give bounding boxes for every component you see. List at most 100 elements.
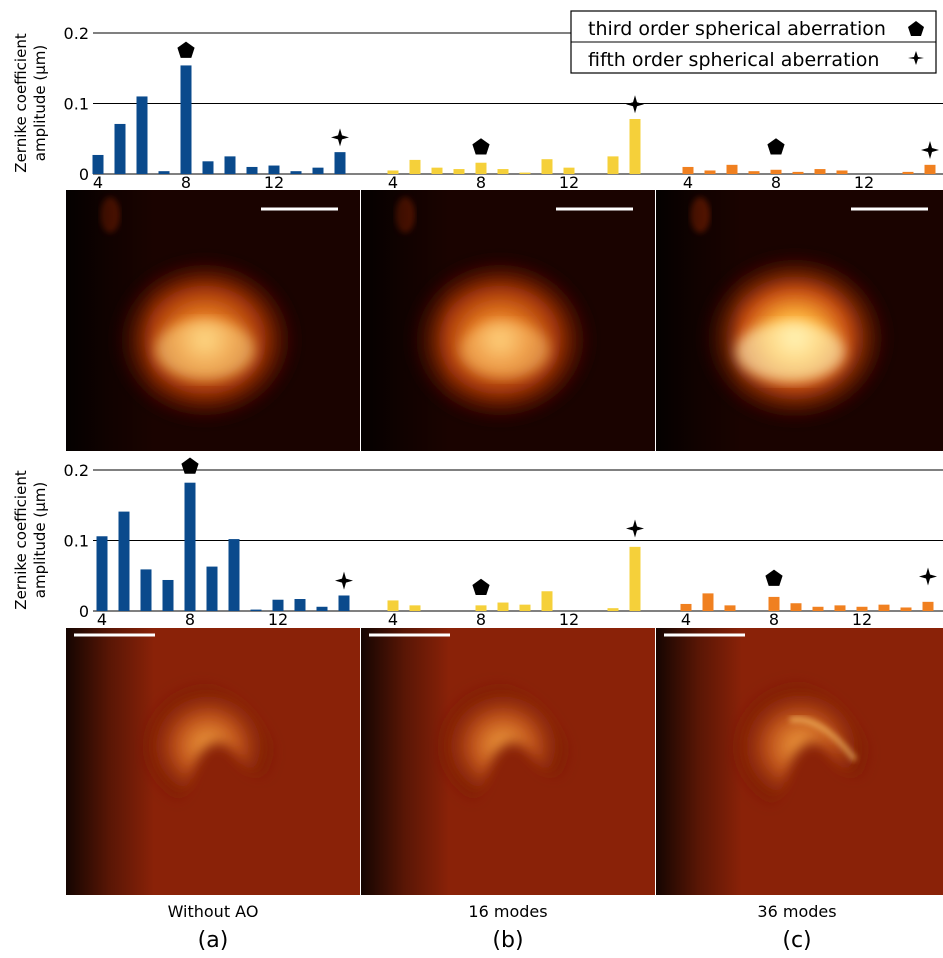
bar [922, 601, 934, 611]
bar [836, 170, 848, 174]
y-tick-label: 0.1 [64, 95, 89, 114]
bar [726, 164, 738, 174]
bar [748, 171, 760, 174]
x-tick-label: 8 [181, 173, 191, 192]
column-label-without-ao: Without AO [167, 902, 259, 921]
legend-item-fifth-order: fifth order spherical aberration [588, 49, 879, 71]
x-tick-label: 8 [771, 173, 781, 192]
image-bottom-without-ao [66, 628, 360, 895]
bar [96, 536, 108, 611]
bar [409, 605, 421, 611]
bar [246, 166, 258, 174]
x-tick-label: 12 [268, 610, 288, 629]
bar [541, 159, 553, 174]
bar [629, 546, 641, 611]
pentagon-marker [767, 138, 785, 155]
bar [409, 159, 421, 174]
bar [607, 608, 619, 611]
bar [629, 119, 641, 174]
x-tick-label: 12 [559, 610, 579, 629]
x-tick-label: 12 [852, 610, 872, 629]
bar [519, 604, 531, 611]
bar [387, 600, 399, 611]
star-marker [919, 567, 937, 586]
image-bottom-16-modes [361, 628, 655, 895]
star-marker [921, 141, 939, 160]
bar [768, 596, 780, 611]
x-tick-label: 12 [854, 173, 874, 192]
pentagon-marker [472, 138, 490, 155]
x-tick-label: 8 [476, 173, 486, 192]
bar [387, 170, 399, 174]
bar [682, 166, 694, 174]
bar [316, 606, 328, 611]
bar [878, 604, 890, 611]
bar [563, 167, 575, 174]
bar [792, 171, 804, 174]
bar [334, 152, 346, 174]
star-marker [626, 519, 644, 538]
bar [290, 171, 302, 174]
pentagon-marker [177, 41, 195, 58]
chart-bottom: 0 0.1 0.2 Zernike coefficientamplitude (μm)… [12, 457, 943, 629]
bar [704, 170, 716, 174]
x-tick-label: 12 [559, 173, 579, 192]
bar [680, 603, 692, 611]
bar [924, 164, 936, 174]
bar [272, 599, 284, 611]
y-axis-label: Zernike coefficientamplitude (μm) [12, 470, 49, 610]
y-axis-label: Zernike coefficientamplitude (μm) [12, 33, 49, 173]
bar [497, 602, 509, 611]
star-marker [626, 95, 644, 114]
bar [431, 167, 443, 174]
star-marker [335, 571, 353, 590]
x-tick-label: 4 [388, 173, 398, 192]
bar [162, 579, 174, 611]
x-tick-label: 8 [476, 610, 486, 629]
x-tick-label: 4 [97, 610, 107, 629]
legend-item-third-order: third order spherical aberration [588, 18, 886, 40]
bar [136, 96, 148, 174]
bar [814, 169, 826, 174]
x-tick-label: 4 [93, 173, 103, 192]
y-axis-label-line2: amplitude (μm) [31, 482, 49, 598]
y-axis-label-line1: Zernike coefficient [12, 470, 30, 610]
bar [224, 156, 236, 174]
panel-label-c: (c) [782, 928, 812, 953]
image-bottom-36-modes [656, 628, 943, 895]
y-tick-label: 0.1 [64, 532, 89, 551]
bar [453, 169, 465, 174]
pentagon-marker [765, 569, 783, 586]
bar [702, 593, 714, 611]
bar [268, 165, 280, 174]
bar [607, 156, 619, 174]
bar [250, 609, 262, 611]
bar [140, 569, 152, 611]
image-top-16-modes [361, 190, 655, 451]
legend-star-marker [908, 51, 924, 65]
image-row-bottom [66, 628, 943, 895]
bar [158, 171, 170, 174]
x-tick-label: 4 [681, 610, 691, 629]
bar [497, 169, 509, 174]
bar [312, 167, 324, 174]
bar [900, 607, 912, 611]
bar [834, 605, 846, 611]
panel-label-b: (b) [492, 928, 524, 953]
bar [475, 605, 487, 611]
image-row-top [66, 190, 943, 451]
pentagon-marker [472, 578, 490, 595]
bar [92, 154, 104, 174]
panel-label-a: (a) [197, 928, 229, 953]
bar [724, 605, 736, 611]
y-tick-label: 0.2 [64, 24, 89, 43]
bar [475, 162, 487, 174]
bar [180, 65, 192, 174]
y-tick-label: 0 [79, 602, 89, 621]
x-tick-label: 12 [264, 173, 284, 192]
bar [338, 595, 350, 611]
bar [184, 482, 196, 611]
y-axis-label-line2: amplitude (μm) [31, 45, 49, 161]
legend: third order spherical aberration fifth o… [570, 10, 937, 74]
